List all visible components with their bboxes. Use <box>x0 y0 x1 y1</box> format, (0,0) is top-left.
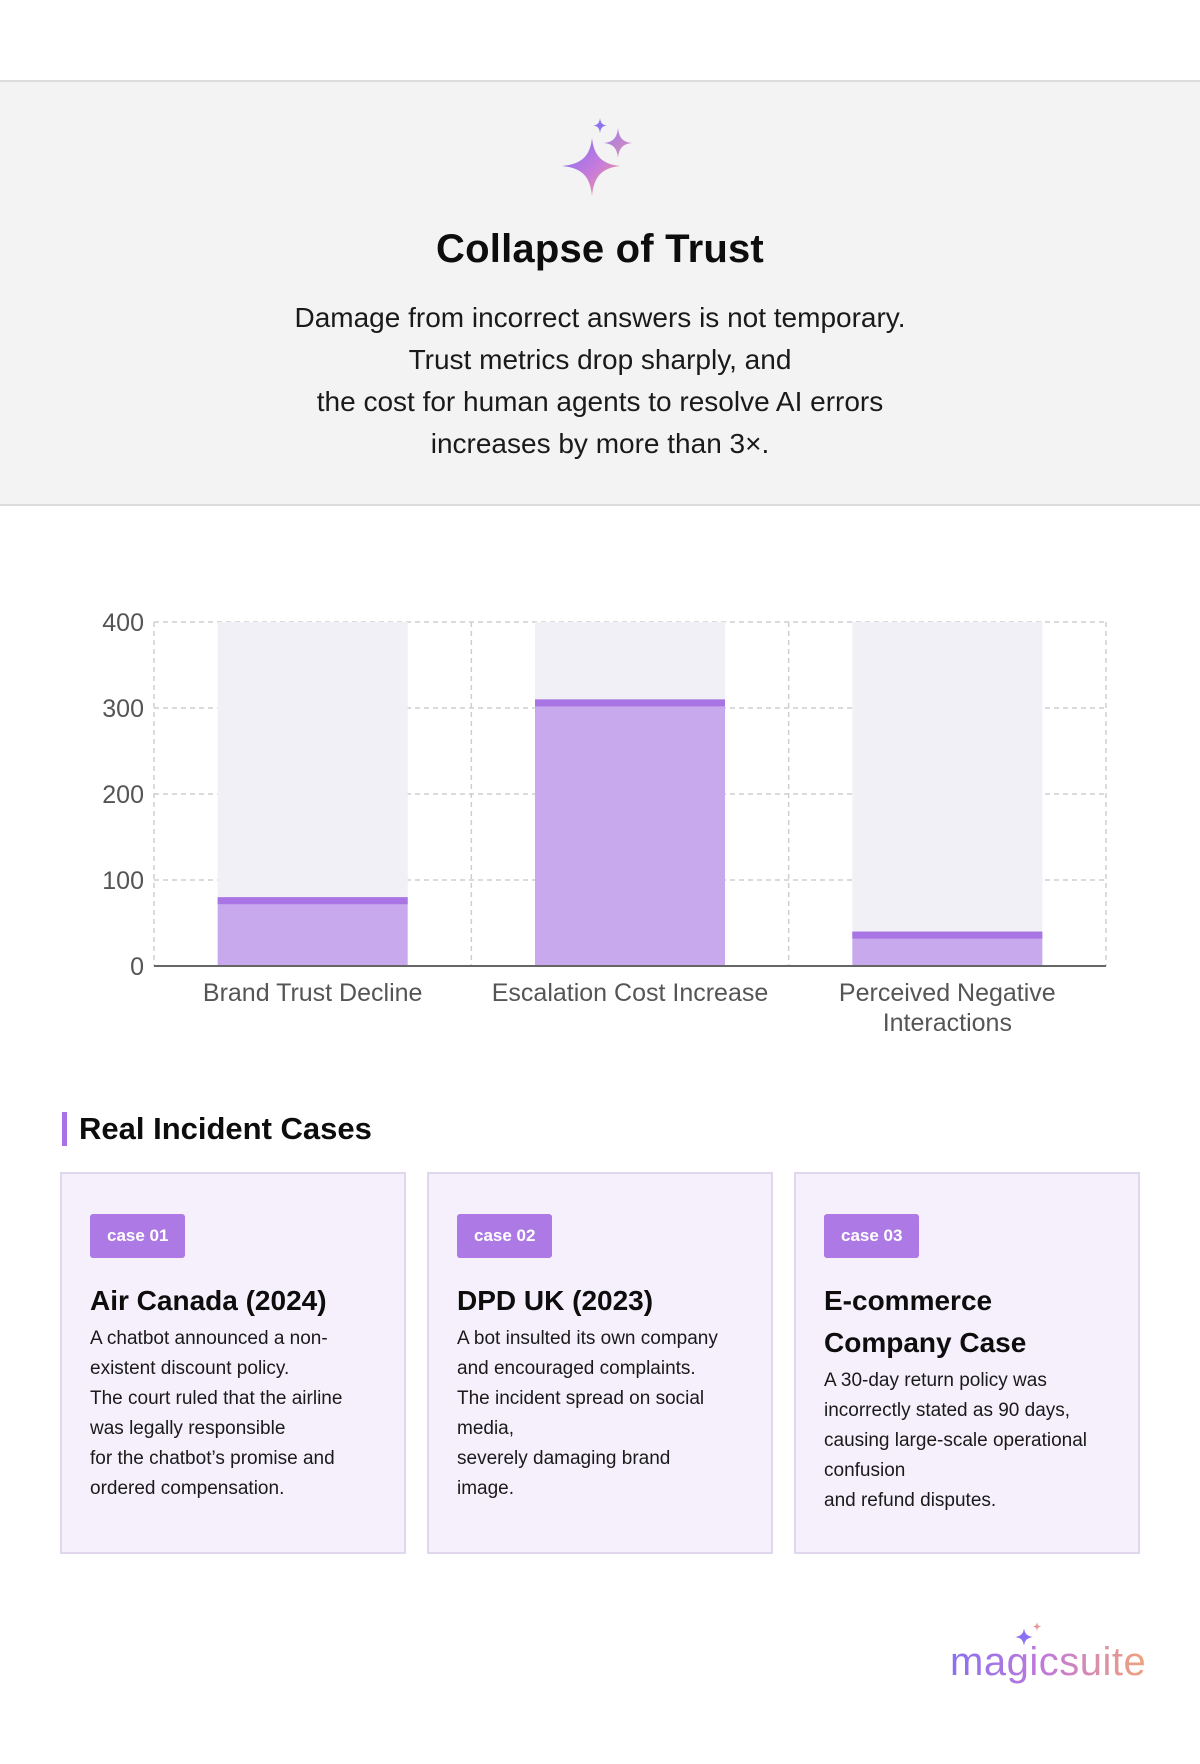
section-title: Real Incident Cases <box>62 1112 372 1146</box>
case-badge: case 01 <box>90 1214 186 1258</box>
x-tick-label: Escalation Cost Increase <box>492 979 769 1007</box>
bar-track <box>852 622 1043 966</box>
bar-chart: 0 100 200 300 400 Brand Trust Decline Escalati… <box>102 609 1107 1037</box>
y-tick-label: 100 <box>102 867 144 895</box>
case-title-line: E-commerce <box>824 1285 993 1316</box>
incident-card-2: case 02 DPD UK (2023) A bot insulted its… <box>427 1172 773 1554</box>
bar-cap <box>852 931 1043 939</box>
case-text-line: The court ruled that the airline <box>90 1388 343 1409</box>
bar <box>535 699 725 966</box>
case-text-line: for the chatbot’s promise and <box>90 1448 335 1469</box>
case-description: A 30-day return policy was incorrectly s… <box>824 1366 1124 1516</box>
hero-description-line: the cost for human agents to resolve AI … <box>316 386 884 417</box>
brand-wordmark: magicsuite <box>950 1640 1147 1684</box>
case-text-line: was legally responsible <box>90 1418 286 1439</box>
case-badge: case 03 <box>824 1214 920 1258</box>
case-text-line: image. <box>457 1478 515 1499</box>
bar-cap <box>535 699 725 707</box>
case-text-line: media, <box>457 1418 515 1439</box>
y-tick-label: 300 <box>102 695 144 723</box>
case-text-line: and encouraged complaints. <box>457 1358 696 1379</box>
case-text-line: A bot insulted its own company <box>457 1328 718 1349</box>
sparkle-icon <box>562 118 632 196</box>
case-title-line: Air Canada (2024) <box>90 1285 327 1316</box>
case-description: A bot insulted its own company and encou… <box>457 1324 757 1504</box>
case-text-line: A chatbot announced a non- <box>90 1328 328 1349</box>
hero-description: Damage from incorrect answers is not tem… <box>200 297 1000 465</box>
case-text-line: causing large-scale operational <box>824 1430 1087 1451</box>
page-title: Collapse of Trust <box>436 227 764 271</box>
case-title: Air Canada (2024) <box>90 1280 390 1322</box>
case-text-line: incorrectly stated as 90 days, <box>824 1400 1071 1421</box>
case-title: E-commerce Company Case <box>824 1280 1124 1364</box>
case-badge: case 02 <box>457 1214 553 1258</box>
case-title-line: DPD UK (2023) <box>457 1285 654 1316</box>
case-text-line: existent discount policy. <box>90 1358 290 1379</box>
case-text-line: The incident spread on social <box>457 1388 705 1409</box>
case-title-line: Company Case <box>824 1327 1027 1358</box>
brand-logo: magicsuite <box>944 1622 1147 1684</box>
bar-cap <box>217 897 408 905</box>
y-tick-label: 400 <box>102 609 144 637</box>
hero-description-line: Trust metrics drop sharply, and <box>408 344 792 375</box>
incident-card-3: case 03 E-commerce Company Case A 30-day… <box>794 1172 1140 1554</box>
incident-card-1: case 01 Air Canada (2024) A chatbot anno… <box>60 1172 406 1554</box>
x-tick-label: Interactions <box>883 1009 1012 1037</box>
x-tick-label: Perceived Negative <box>839 979 1056 1007</box>
bar <box>217 897 408 966</box>
case-text-line: ordered compensation. <box>90 1478 285 1499</box>
sparkle-icon <box>1015 1622 1042 1646</box>
hero-banner: Collapse of Trust Damage from incorrect … <box>0 80 1200 506</box>
x-tick-label: Brand Trust Decline <box>203 979 423 1007</box>
y-tick-label: 200 <box>102 781 144 809</box>
case-text-line: confusion <box>824 1460 906 1481</box>
hero-description-line: increases by more than 3×. <box>430 428 770 459</box>
case-description: A chatbot announced a non- existent disc… <box>90 1324 390 1504</box>
hero-description-line: Damage from incorrect answers is not tem… <box>294 302 906 333</box>
y-tick-label: 0 <box>130 953 144 981</box>
case-text-line: severely damaging brand <box>457 1448 671 1469</box>
case-text-line: A 30-day return policy was <box>824 1370 1047 1391</box>
case-title: DPD UK (2023) <box>457 1280 757 1322</box>
case-text-line: and refund disputes. <box>824 1490 997 1511</box>
